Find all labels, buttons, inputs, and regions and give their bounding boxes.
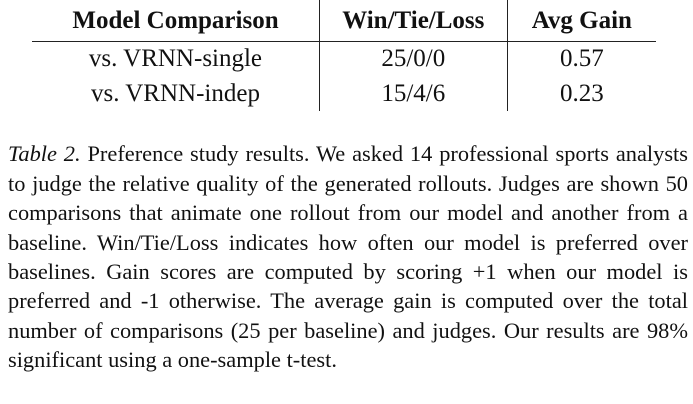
- caption-label: Table 2.: [8, 141, 81, 167]
- preference-results-table: Model Comparison Win/Tie/Loss Avg Gain v…: [32, 0, 656, 111]
- header-model-comparison: Model Comparison: [32, 0, 320, 42]
- cell-win-tie-loss: 15/4/6: [318, 76, 508, 111]
- cell-avg-gain: 0.23: [506, 76, 656, 111]
- cell-avg-gain: 0.57: [506, 41, 656, 76]
- caption-text: Preference study results. We asked 14 pr…: [8, 141, 688, 373]
- cell-win-tie-loss: 25/0/0: [318, 41, 508, 76]
- header-avg-gain: Avg Gain: [506, 0, 656, 42]
- table-row: vs. VRNN-single 25/0/0 0.57: [32, 41, 656, 76]
- table-caption: Table 2. Preference study results. We as…: [8, 139, 688, 374]
- results-table-container: Model Comparison Win/Tie/Loss Avg Gain v…: [32, 0, 656, 111]
- cell-model: vs. VRNN-single: [88, 45, 263, 72]
- header-win-tie-loss: Win/Tie/Loss: [318, 0, 508, 42]
- table-header-row: Model Comparison Win/Tie/Loss Avg Gain: [32, 0, 656, 42]
- table-row: vs. VRNN-indep 15/4/6 0.23: [32, 76, 656, 111]
- cell-model: vs. VRNN-indep: [90, 79, 260, 107]
